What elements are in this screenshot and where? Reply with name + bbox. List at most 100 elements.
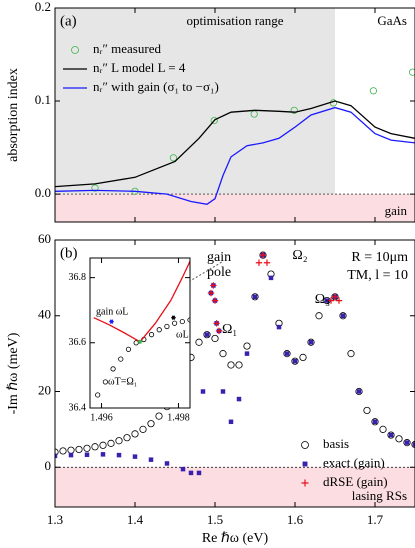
band-label: gain (385, 203, 408, 218)
marker (388, 432, 394, 438)
marker (132, 454, 138, 459)
marker (291, 357, 299, 365)
y-axis-label: absorption index (6, 68, 21, 162)
inset-background (90, 258, 190, 408)
x-tick-label: 1.496 (90, 412, 113, 423)
panel-label: (a) (60, 13, 77, 29)
series-line (93, 261, 190, 343)
marker (339, 312, 347, 320)
x-tick-label: 1.498 (167, 412, 190, 423)
marker (409, 68, 415, 76)
marker (355, 387, 363, 396)
marker (91, 184, 99, 192)
annotation: pole (207, 265, 231, 280)
marker (227, 361, 235, 369)
marker (107, 439, 115, 447)
plot-area (93, 261, 190, 398)
marker (276, 324, 282, 330)
annotation: R = 10μm (351, 250, 408, 265)
marker (372, 419, 378, 425)
x-tick-label: 1.3 (47, 512, 63, 527)
marker (116, 452, 122, 458)
y-tick-label: 0 (45, 458, 52, 473)
x-axis-label: Re ℏω (eV) (202, 531, 269, 546)
marker (99, 441, 107, 449)
annotation: TM, l = 10 (347, 268, 408, 283)
marker (404, 440, 410, 445)
marker (125, 346, 132, 352)
annotation: Ω₂ (292, 248, 307, 263)
marker (203, 331, 211, 339)
marker (115, 437, 123, 445)
band (55, 8, 335, 222)
marker (148, 457, 154, 462)
marker (196, 470, 202, 476)
annotation: Ω₃ (315, 292, 330, 307)
marker (335, 297, 343, 304)
marker (55, 448, 59, 456)
marker (324, 298, 330, 303)
marker (102, 379, 108, 385)
band-label: optimisation range (186, 13, 283, 28)
marker (109, 319, 114, 324)
marker (292, 358, 298, 364)
marker (284, 351, 290, 356)
marker (220, 389, 226, 394)
marker (219, 350, 227, 358)
marker (340, 313, 346, 318)
x-tick-label: 1.5 (207, 512, 223, 527)
marker (147, 420, 155, 428)
marker (148, 332, 155, 338)
marker (59, 447, 67, 455)
y-tick-label: 0.1 (35, 92, 51, 107)
marker (164, 323, 170, 330)
marker (268, 275, 274, 281)
marker (235, 361, 243, 369)
marker (188, 470, 194, 476)
marker (210, 282, 217, 289)
marker (290, 106, 298, 114)
y-axis-label: -Im ℏω (meV) (6, 332, 21, 414)
x-tick-label: 1.6 (287, 512, 304, 527)
marker (263, 259, 271, 266)
marker (210, 116, 218, 125)
x-tick-label: 1.4 (127, 512, 144, 527)
y-tick-label: 0.0 (35, 185, 51, 200)
marker (207, 289, 215, 297)
band-label: lasing RSs (352, 488, 407, 503)
legend-label: nᵣ″ with gain (σ₁ to −σ₁) (93, 79, 219, 94)
legend-swatch (301, 441, 309, 449)
marker (259, 251, 267, 259)
band (55, 467, 415, 507)
marker (403, 439, 411, 447)
marker (252, 294, 258, 300)
y-tick-label: 60 (38, 231, 51, 246)
marker (137, 339, 143, 345)
corner-text: GaAs (377, 13, 407, 28)
marker (110, 366, 116, 372)
marker (100, 452, 106, 457)
marker (123, 434, 131, 442)
marker (211, 334, 219, 343)
legend-label: exact (gain) (323, 455, 385, 470)
annotation: ωT=Ω₁ (108, 376, 137, 387)
marker (164, 461, 170, 466)
annotation: ωL (176, 329, 189, 340)
marker (169, 154, 177, 162)
marker (172, 320, 178, 326)
marker (211, 297, 219, 304)
marker (228, 419, 234, 425)
legend-swatch (302, 461, 308, 467)
marker (315, 312, 323, 320)
y-tick-label: 40 (38, 307, 51, 322)
panel-label: (b) (60, 245, 78, 261)
marker (363, 406, 371, 415)
y-tick-label: 36.8 (69, 272, 87, 283)
marker (243, 342, 251, 350)
marker (200, 389, 206, 394)
marker (244, 351, 250, 356)
marker (213, 320, 220, 327)
marker (55, 453, 58, 459)
series-line (55, 100, 415, 188)
